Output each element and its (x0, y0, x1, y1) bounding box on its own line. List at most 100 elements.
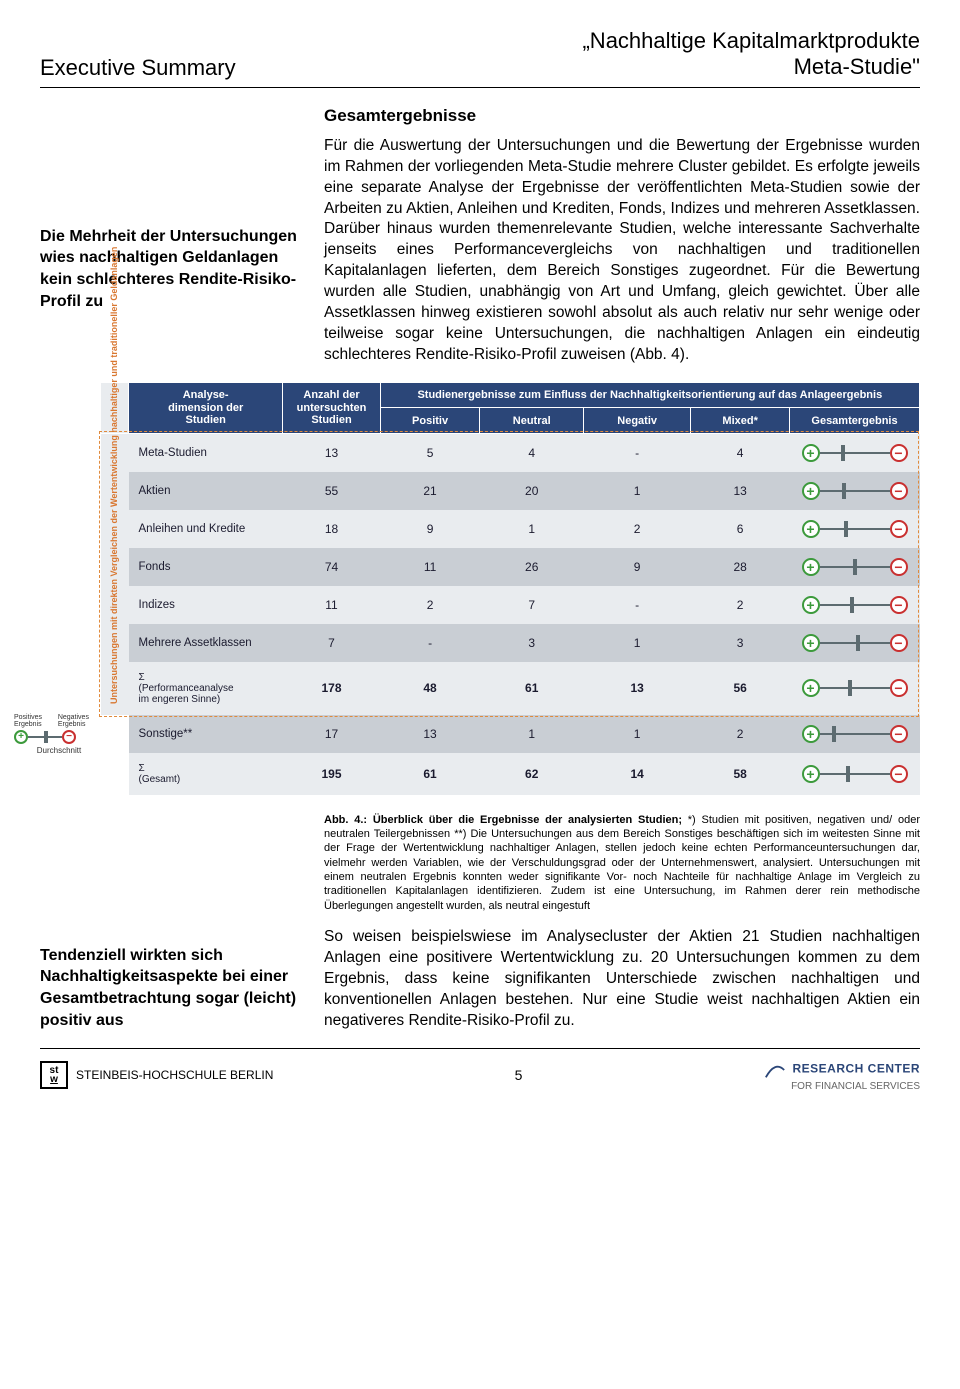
cell-mix: 2 (691, 715, 790, 753)
cell-neu: 4 (480, 433, 584, 472)
cell-label: Sonstige** (129, 715, 283, 753)
gauge-minus-icon: − (890, 596, 908, 614)
th-mixed: Mixed* (691, 408, 790, 433)
gauge-plus-icon: + (802, 765, 820, 783)
gauge-minus-icon: − (890, 765, 908, 783)
cell-label: Anleihen und Kredite (129, 510, 283, 548)
header-left: Executive Summary (40, 55, 236, 81)
cell-neu: 1 (480, 715, 584, 753)
cell-count: 11 (283, 586, 380, 624)
cell-neg: 1 (584, 624, 691, 662)
th-group: Studienergebnisse zum Einfluss der Nachh… (380, 382, 919, 407)
caption-rest: *) Studien mit positiven, negativen und/… (324, 814, 920, 912)
cell-neu: 1 (480, 510, 584, 548)
cell-mix: 6 (691, 510, 790, 548)
gauge-plus-icon: + (802, 482, 820, 500)
cell-label: Mehrere Assetklassen (129, 624, 283, 662)
cell-pos: 11 (380, 548, 480, 586)
results-table: Analyse- dimension der Studien Anzahl de… (100, 382, 920, 795)
gauge-minus-icon: − (890, 520, 908, 538)
cell-mix: 28 (691, 548, 790, 586)
section-title: Gesamtergebnisse (324, 106, 920, 126)
cell-neu: 62 (480, 753, 584, 795)
cell-neg: 1 (584, 715, 691, 753)
page-footer: stw STEINBEIS-HOCHSCHULE BERLIN 5 RESEAR… (40, 1048, 920, 1092)
cell-mix: 3 (691, 624, 790, 662)
side-note-2: Tendenziell wirkten sich Nachhaltigkeits… (40, 945, 300, 1031)
footer-right: RESEARCH CENTER FOR FINANCIAL SERVICES (764, 1059, 920, 1092)
cell-pos: 5 (380, 433, 480, 472)
table-row: Untersuchungen mit direkten Vergleichen … (101, 433, 920, 472)
cell-pos: 61 (380, 753, 480, 795)
cell-neg: - (584, 433, 691, 472)
cell-mix: 13 (691, 472, 790, 510)
cell-neg: 13 (584, 662, 691, 715)
cell-mix: 58 (691, 753, 790, 795)
caption-bold: Abb. 4.: Überblick über die Ergebnisse d… (324, 814, 682, 826)
cell-gauge: + − (790, 548, 920, 586)
cell-count: 178 (283, 662, 380, 715)
cell-gauge: + − (790, 586, 920, 624)
gauge-plus-icon: + (802, 725, 820, 743)
cell-neu: 61 (480, 662, 584, 715)
body-paragraph-2: So weisen beispielswiese im Analyseclust… (324, 927, 920, 1032)
cell-label: Σ (Performanceanalyse im engeren Sinne) (129, 662, 283, 715)
th-count: Anzahl der untersuchten Studien (283, 382, 380, 433)
page-number: 5 (515, 1067, 523, 1083)
stw-logo: stw (40, 1061, 68, 1089)
body-paragraph-1: Für die Auswertung der Untersuchungen un… (324, 136, 920, 366)
gauge-plus-icon: + (802, 444, 820, 462)
gauge-plus-icon: + (802, 679, 820, 697)
cell-pos: 21 (380, 472, 480, 510)
gauge-plus-icon: + (802, 596, 820, 614)
th-negativ: Negativ (584, 408, 691, 433)
legend-pos-label: Positives Ergebnis (14, 714, 58, 728)
th-dimension: Analyse- dimension der Studien (129, 382, 283, 433)
table-row: Fonds 74 11 26 9 28 + − (101, 548, 920, 586)
cell-count: 17 (283, 715, 380, 753)
header-right: „Nachhaltige Kapitalmarktprodukte Meta-S… (582, 28, 920, 81)
cell-mix: 56 (691, 662, 790, 715)
cell-gauge: + − (790, 624, 920, 662)
table-row-total: Σ (Gesamt) 195 61 62 14 58 + − (101, 753, 920, 795)
cell-gauge: + − (790, 715, 920, 753)
cell-label: Aktien (129, 472, 283, 510)
footer-rc-line2: FOR FINANCIAL SERVICES (791, 1081, 920, 1092)
gauge-minus-icon: − (890, 444, 908, 462)
footer-rc-line1: RESEARCH CENTER (792, 1061, 920, 1075)
cell-count: 74 (283, 548, 380, 586)
gauge-minus-icon: − (890, 725, 908, 743)
header-right-line1: „Nachhaltige Kapitalmarktprodukte (582, 28, 920, 54)
cell-label: Σ (Gesamt) (129, 753, 283, 795)
table-row: Mehrere Assetklassen 7 - 3 1 3 + − (101, 624, 920, 662)
th-neutral: Neutral (480, 408, 584, 433)
cell-neu: 7 (480, 586, 584, 624)
table-row: Aktien 55 21 20 1 13 + − (101, 472, 920, 510)
table-row: Indizes 11 2 7 - 2 + − (101, 586, 920, 624)
legend-minus-icon: − (62, 730, 76, 744)
cell-gauge: + − (790, 753, 920, 795)
cell-pos: - (380, 624, 480, 662)
cell-neu: 3 (480, 624, 584, 662)
table-row-sonstige: Sonstige** 17 13 1 1 2 + − (101, 715, 920, 753)
cell-neu: 26 (480, 548, 584, 586)
legend-avg-label: Durchschnitt (14, 746, 104, 755)
cell-gauge: + − (790, 472, 920, 510)
cell-neg: 2 (584, 510, 691, 548)
cell-gauge: + − (790, 662, 920, 715)
cell-neg: 1 (584, 472, 691, 510)
gauge-legend: Positives Ergebnis Negatives Ergebnis + … (14, 714, 104, 755)
cell-neg: 9 (584, 548, 691, 586)
cell-pos: 48 (380, 662, 480, 715)
swoosh-icon (764, 1059, 786, 1081)
cell-label: Fonds (129, 548, 283, 586)
cell-count: 195 (283, 753, 380, 795)
cell-pos: 13 (380, 715, 480, 753)
gauge-plus-icon: + (802, 558, 820, 576)
cell-count: 55 (283, 472, 380, 510)
gauge-minus-icon: − (890, 634, 908, 652)
gauge-minus-icon: − (890, 558, 908, 576)
cell-pos: 9 (380, 510, 480, 548)
cell-label: Meta-Studien (129, 433, 283, 472)
gauge-minus-icon: − (890, 679, 908, 697)
